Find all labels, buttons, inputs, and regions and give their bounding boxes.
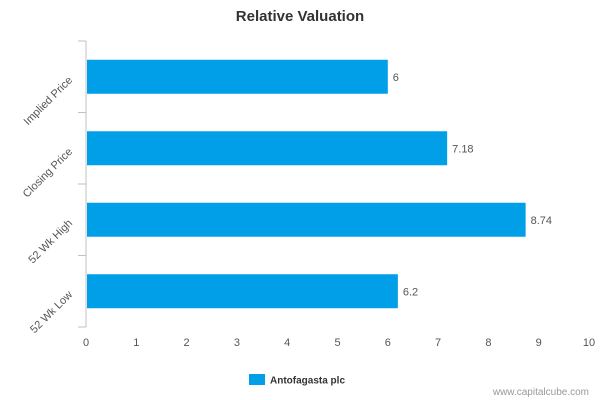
category-label: 52 Wk High xyxy=(26,217,75,266)
x-tick-label: 9 xyxy=(536,337,542,349)
category-label: Closing Price xyxy=(21,146,75,200)
bar[interactable] xyxy=(87,274,398,309)
x-tick-label: 3 xyxy=(234,337,240,349)
x-tick-label: 7 xyxy=(435,337,441,349)
bar[interactable] xyxy=(87,202,526,237)
x-tick-label: 4 xyxy=(284,337,290,349)
x-tick-label: 5 xyxy=(334,337,340,349)
x-tick-label: 10 xyxy=(583,337,595,349)
category-label: Implied Price xyxy=(22,74,75,127)
x-tick-label: 6 xyxy=(385,337,391,349)
legend[interactable]: Antofagasta plc xyxy=(249,374,345,387)
x-tick-label: 2 xyxy=(184,337,190,349)
bar[interactable] xyxy=(87,131,448,166)
credit-text: www.capitalcube.com xyxy=(492,387,589,398)
data-label: 7.18 xyxy=(452,143,473,155)
data-label: 8.74 xyxy=(531,215,552,227)
legend-label[interactable]: Antofagasta plc xyxy=(270,376,345,387)
legend-swatch[interactable] xyxy=(249,374,265,385)
data-label: 6.2 xyxy=(403,286,418,298)
x-tick-label: 8 xyxy=(485,337,491,349)
bar[interactable] xyxy=(87,59,388,94)
category-label: 52 Wk Low xyxy=(28,289,75,336)
chart-title: Relative Valuation xyxy=(236,8,364,25)
data-label: 6 xyxy=(393,72,399,84)
x-tick-label: 1 xyxy=(133,337,139,349)
x-tick-label: 0 xyxy=(83,337,89,349)
